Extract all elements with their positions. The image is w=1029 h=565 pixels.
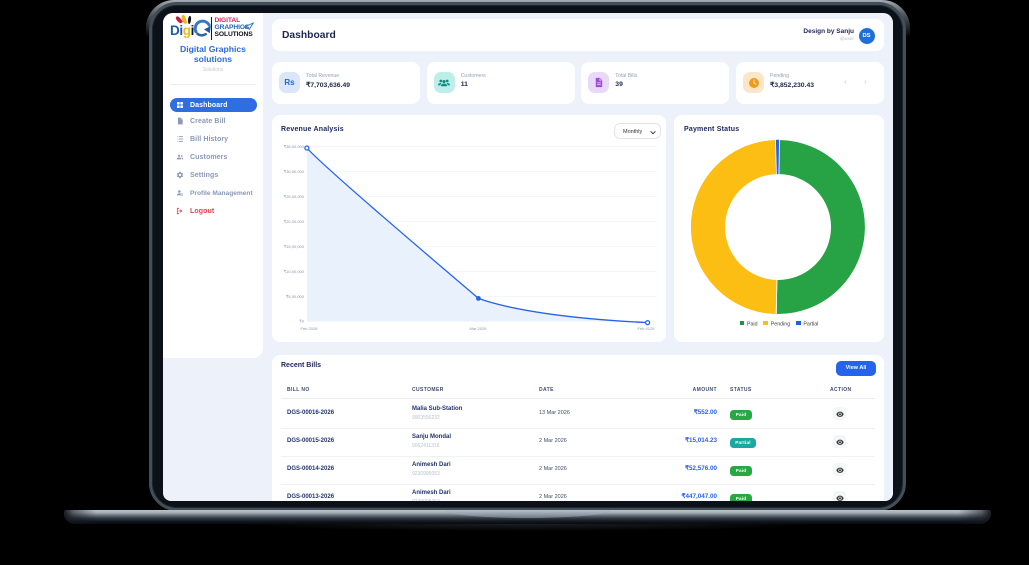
svg-text:Feb 4125: Feb 4125 — [638, 326, 656, 331]
svg-text:₹30,00,000: ₹30,00,000 — [284, 169, 305, 174]
svg-text:₹35,00,000: ₹35,00,000 — [284, 144, 305, 149]
svg-text:₹5,00,000: ₹5,00,000 — [286, 294, 305, 299]
svg-text:₹25,00,000: ₹25,00,000 — [284, 194, 305, 199]
svg-text:Feb 2026: Feb 2026 — [301, 326, 319, 331]
svg-text:₹0: ₹0 — [299, 319, 305, 324]
svg-text:₹10,00,000: ₹10,00,000 — [284, 269, 305, 274]
svg-text:₹20,00,000: ₹20,00,000 — [284, 219, 305, 224]
svg-text:Mar 2026: Mar 2026 — [470, 326, 488, 331]
svg-text:₹15,00,000: ₹15,00,000 — [284, 244, 305, 249]
